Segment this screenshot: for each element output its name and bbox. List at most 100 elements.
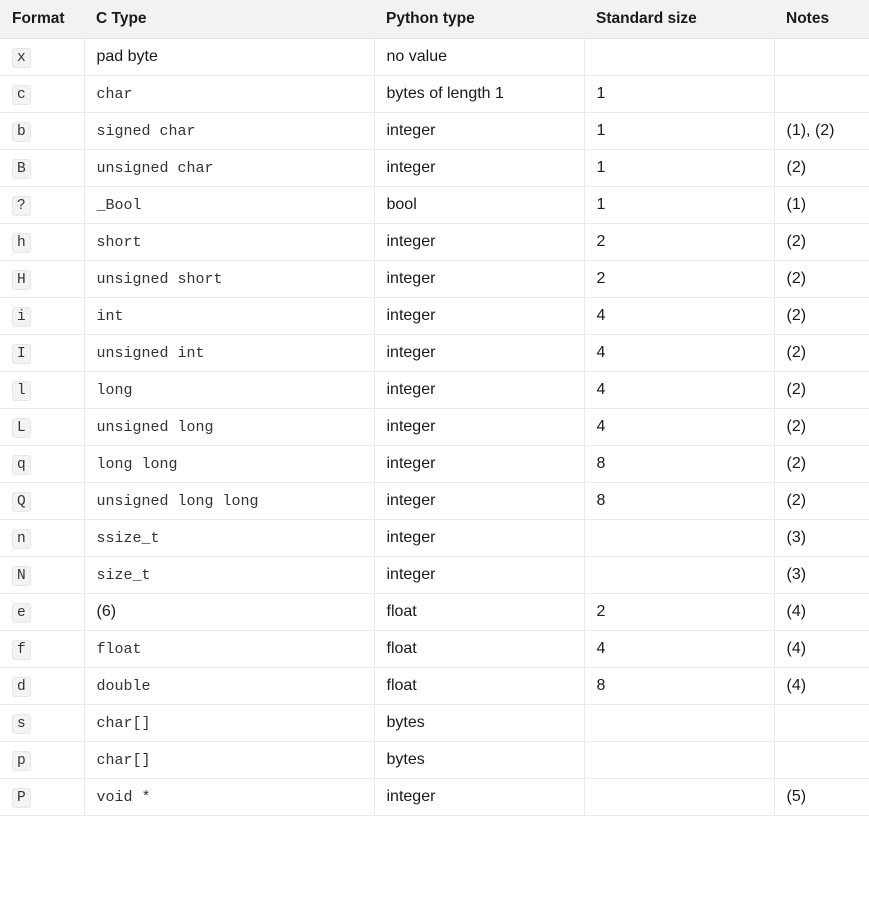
header-size: Standard size [584, 0, 774, 39]
ctype-code: char[] [97, 752, 151, 769]
format-code: P [12, 788, 31, 808]
format-code: l [12, 381, 31, 401]
header-ctype: C Type [84, 0, 374, 39]
format-code: B [12, 159, 31, 179]
cell-ctype: unsigned int [84, 335, 374, 372]
cell-pytype: no value [374, 39, 584, 76]
cell-pytype: float [374, 668, 584, 705]
cell-format: B [0, 150, 84, 187]
ctype-code: void * [97, 789, 151, 806]
format-code: i [12, 307, 31, 327]
cell-pytype: integer [374, 372, 584, 409]
cell-size: 4 [584, 631, 774, 668]
cell-pytype: integer [374, 409, 584, 446]
table-row: nssize_tinteger(3) [0, 520, 869, 557]
table-row: ?_Boolbool1(1) [0, 187, 869, 224]
header-pytype: Python type [374, 0, 584, 39]
ctype-code: unsigned short [97, 271, 223, 288]
cell-format: L [0, 409, 84, 446]
cell-notes: (2) [774, 446, 869, 483]
cell-size: 4 [584, 372, 774, 409]
cell-pytype: integer [374, 446, 584, 483]
ctype-code: unsigned char [97, 160, 214, 177]
cell-ctype: unsigned short [84, 261, 374, 298]
ctype-code: int [97, 308, 124, 325]
cell-size [584, 520, 774, 557]
cell-pytype: integer [374, 557, 584, 594]
table-row: Nsize_tinteger(3) [0, 557, 869, 594]
header-format: Format [0, 0, 84, 39]
cell-size: 1 [584, 150, 774, 187]
format-code: s [12, 714, 31, 734]
table-header-row: Format C Type Python type Standard size … [0, 0, 869, 39]
cell-ctype: unsigned long [84, 409, 374, 446]
cell-ctype: ssize_t [84, 520, 374, 557]
cell-ctype: size_t [84, 557, 374, 594]
cell-notes: (2) [774, 261, 869, 298]
table-row: bsigned charinteger1(1), (2) [0, 113, 869, 150]
format-code: n [12, 529, 31, 549]
cell-ctype: long long [84, 446, 374, 483]
cell-ctype: unsigned long long [84, 483, 374, 520]
ctype-code: ssize_t [97, 530, 160, 547]
cell-size: 8 [584, 668, 774, 705]
table-row: Qunsigned long longinteger8(2) [0, 483, 869, 520]
cell-size: 4 [584, 335, 774, 372]
cell-notes: (3) [774, 557, 869, 594]
cell-size: 4 [584, 298, 774, 335]
cell-size [584, 705, 774, 742]
cell-size: 8 [584, 483, 774, 520]
cell-size [584, 779, 774, 816]
cell-notes: (2) [774, 372, 869, 409]
cell-size: 4 [584, 409, 774, 446]
format-code: x [12, 48, 31, 68]
table-row: xpad byteno value [0, 39, 869, 76]
cell-ctype: unsigned char [84, 150, 374, 187]
cell-format: b [0, 113, 84, 150]
table-row: p char[] bytes [0, 742, 869, 779]
format-code: L [12, 418, 31, 438]
cell-notes [774, 39, 869, 76]
format-characters-table: Format C Type Python type Standard size … [0, 0, 869, 816]
table-row: ffloatfloat4(4) [0, 631, 869, 668]
table-row: ddoublefloat8(4) [0, 668, 869, 705]
cell-ctype: signed char [84, 113, 374, 150]
cell-ctype: short [84, 224, 374, 261]
cell-notes: (2) [774, 335, 869, 372]
table-row: l long integer4(2) [0, 372, 869, 409]
ctype-text: (6) [97, 603, 117, 620]
cell-size: 1 [584, 113, 774, 150]
cell-pytype: float [374, 594, 584, 631]
cell-notes [774, 76, 869, 113]
table-row: Iunsigned intinteger4(2) [0, 335, 869, 372]
format-code: p [12, 751, 31, 771]
cell-size: 1 [584, 187, 774, 224]
cell-format: H [0, 261, 84, 298]
ctype-code: long [97, 382, 133, 399]
cell-format: ? [0, 187, 84, 224]
format-code: c [12, 85, 31, 105]
cell-format: h [0, 224, 84, 261]
format-code: f [12, 640, 31, 660]
cell-notes: (4) [774, 668, 869, 705]
ctype-code: float [97, 641, 142, 658]
table-row: ccharbytes of length 11 [0, 76, 869, 113]
table-row: Lunsigned longinteger4(2) [0, 409, 869, 446]
cell-size [584, 742, 774, 779]
cell-pytype: bytes [374, 742, 584, 779]
cell-ctype: (6) [84, 594, 374, 631]
cell-format: I [0, 335, 84, 372]
cell-pytype: integer [374, 779, 584, 816]
cell-pytype: bool [374, 187, 584, 224]
cell-ctype: int [84, 298, 374, 335]
table-row: Pvoid *integer(5) [0, 779, 869, 816]
format-code: h [12, 233, 31, 253]
cell-size: 2 [584, 261, 774, 298]
cell-notes: (2) [774, 298, 869, 335]
cell-format: s [0, 705, 84, 742]
cell-size: 2 [584, 594, 774, 631]
cell-pytype: float [374, 631, 584, 668]
cell-notes: (4) [774, 594, 869, 631]
cell-notes: (2) [774, 150, 869, 187]
cell-ctype: long [84, 372, 374, 409]
